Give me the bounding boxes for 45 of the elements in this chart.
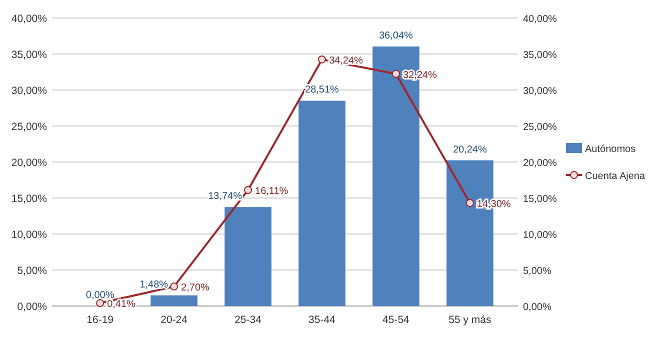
y-tick-label: 0,00% [17, 301, 47, 313]
y2-tick-label: 15,00% [523, 194, 558, 205]
y2-tick-label: 10,00% [523, 230, 558, 241]
bar [298, 100, 346, 306]
legend-label: Cuenta Ajena [585, 171, 646, 182]
y-tick-label: 30,00% [11, 85, 47, 97]
data-label: 2,70% [181, 282, 210, 294]
y-tick-label: 5,00% [17, 265, 47, 277]
y2-tick-label: 40,00% [523, 14, 558, 25]
point [392, 70, 400, 78]
data-label: 16,11% [255, 186, 288, 198]
y2-tick-label: 5,00% [523, 266, 552, 277]
bar [150, 295, 198, 306]
y2-tick-label: 35,00% [523, 50, 558, 61]
legend-label: Autónomos [585, 144, 636, 155]
y-tick-label: 35,00% [11, 49, 47, 61]
data-label: 1,48% [140, 279, 168, 290]
y-tick-label: 15,00% [11, 193, 47, 205]
y-tick-label: 25,00% [11, 121, 47, 133]
data-label: 0,41% [107, 299, 136, 310]
point [466, 199, 474, 208]
x-tick-label: 16-19 [86, 314, 114, 326]
x-tick-label: 45-54 [382, 314, 410, 326]
x-tick-label: 20-24 [160, 314, 188, 326]
y-tick-label: 10,00% [11, 229, 47, 241]
data-label: 34,24% [328, 55, 364, 66]
point [244, 186, 252, 194]
y-tick-label: 20,00% [11, 157, 47, 169]
y-tick-label: 40,00% [11, 13, 47, 25]
x-tick-label: 35-44 [308, 314, 336, 326]
data-label: 0,00% [86, 290, 114, 301]
point [96, 299, 104, 308]
x-tick-label: 55 y más [448, 314, 492, 326]
y2-tick-label: 0,00% [523, 302, 552, 313]
data-label: 20,24% [452, 144, 487, 156]
data-label: 13,74% [208, 191, 242, 202]
bar [224, 207, 272, 306]
point [170, 282, 178, 291]
y2-tick-label: 20,00% [523, 158, 558, 169]
y2-tick-label: 30,00% [523, 86, 558, 97]
x-tick-label: 25-34 [234, 314, 262, 326]
point [318, 55, 326, 64]
data-label: 36,04% [378, 30, 414, 42]
y2-tick-label: 25,00% [523, 122, 558, 133]
data-label: 28,51% [305, 84, 340, 96]
